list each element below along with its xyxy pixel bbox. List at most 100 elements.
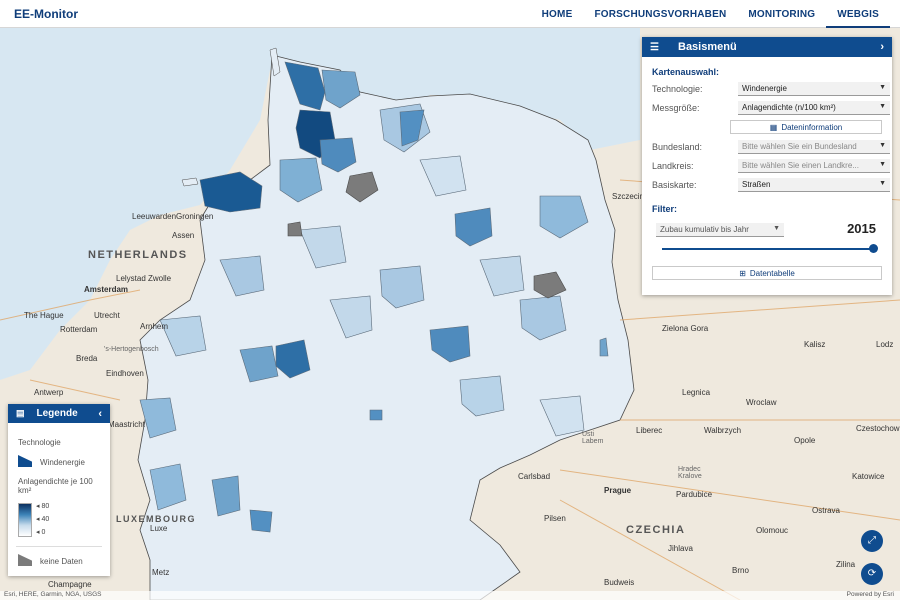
messgroesse-label: Messgröße:: [652, 103, 700, 113]
technologie-label: Technologie:: [652, 84, 703, 94]
label-szczecin: Szczecin: [612, 192, 645, 201]
chevron-right-icon[interactable]: ›: [880, 41, 884, 53]
label-brno: Brno: [732, 566, 749, 575]
legend-panel: ▤ Legende ‹ Technologie Windenergie Anla…: [8, 404, 110, 576]
label-lodz: Lodz: [876, 340, 894, 349]
kartenauswahl-title: Kartenauswahl:: [652, 67, 720, 77]
label-breda: Breda: [76, 354, 98, 363]
sea-area: [0, 28, 640, 380]
label-liberec: Liberec: [636, 426, 663, 435]
reset-view-button[interactable]: ⟳: [861, 563, 883, 585]
label-opole: Opole: [794, 436, 816, 445]
label-pardubice: Pardubice: [676, 490, 713, 499]
basiskarte-select[interactable]: Straßen ▼: [738, 178, 890, 192]
year-slider-track[interactable]: [662, 248, 874, 250]
map-attribution: Esri, HERE, Garmin, NGA, USGS: [4, 591, 102, 598]
legend-tick-0: ◂ 0: [36, 529, 46, 536]
label-ostrava: Ostrava: [812, 506, 841, 515]
fullscreen-button[interactable]: ⤢: [861, 530, 883, 552]
label-luxembourg: LUXEMBOURG: [116, 514, 196, 524]
app-title[interactable]: EE-Monitor: [14, 7, 78, 21]
label-prague: Prague: [604, 486, 632, 495]
chevron-left-icon[interactable]: ‹: [98, 407, 102, 420]
datentabelle-label: Datentabelle: [749, 269, 795, 278]
dropdown-arrow-icon: ▼: [879, 103, 886, 110]
nav-monitoring[interactable]: MONITORING: [748, 9, 816, 20]
label-antwerp: Antwerp: [34, 388, 64, 397]
label-zilina: Zilina: [836, 560, 856, 569]
legend-divider: [16, 546, 102, 547]
dropdown-arrow-icon: ▼: [879, 142, 886, 149]
label-assen: Assen: [172, 231, 195, 240]
legend-measure-label: Anlagendichte je 100 km²: [18, 477, 93, 495]
reset-icon: ⟳: [867, 568, 877, 579]
label-wroclaw: Wroclaw: [746, 398, 777, 407]
label-champagne: Champagne: [48, 580, 92, 589]
legend-icon: ▤: [16, 408, 25, 418]
basiskarte-label: Basiskarte:: [652, 180, 697, 190]
field-technologie: Technologie: Windenergie ▼: [652, 81, 890, 97]
dateninformation-button[interactable]: ▦ Dateninformation: [730, 120, 882, 134]
label-leeuwarden: Leeuwarden: [132, 212, 177, 221]
legend-technologie-value: Windenergie: [40, 458, 85, 467]
label-usti: Usti Labem: [582, 431, 604, 445]
messgroesse-select[interactable]: Anlagendichte (n/100 km²) ▼: [738, 101, 890, 115]
table-icon: ⊞: [739, 269, 746, 278]
tick-80-text: 80: [41, 503, 50, 510]
main-nav: HOME FORSCHUNGSVORHABEN MONITORING WEBGI…: [531, 0, 890, 28]
label-czechia: CZECHIA: [626, 524, 686, 536]
field-basiskarte: Basiskarte: Straßen ▼: [652, 177, 890, 193]
label-the-hague: The Hague: [24, 311, 64, 320]
legend-technologie-label: Technologie: [18, 438, 61, 447]
year-value: 2015: [847, 221, 876, 236]
dropdown-arrow-icon: ▼: [879, 161, 886, 168]
technologie-select[interactable]: Windenergie ▼: [738, 82, 890, 96]
legend-tick-80: ◂ 80: [36, 503, 50, 510]
label-zwolle: Zwolle: [148, 274, 172, 283]
document-icon: ▦: [769, 123, 778, 132]
dropdown-arrow-icon: ▼: [773, 225, 780, 232]
basismenu-header[interactable]: ☰ Basismenü ›: [642, 37, 892, 57]
legend-header[interactable]: ▤ Legende ‹: [8, 404, 110, 423]
filter-mode-value: Zubau kumulativ bis Jahr: [660, 225, 749, 234]
landkreis-label: Landkreis:: [652, 161, 694, 171]
label-walbrzych: Walbrzych: [704, 426, 742, 435]
label-netherlands: NETHERLANDS: [88, 249, 188, 261]
nav-home[interactable]: HOME: [541, 9, 573, 20]
bundesland-select[interactable]: Bitte wählen Sie ein Bundesland ▼: [738, 140, 890, 154]
field-messgroesse: Messgröße: Anlagendichte (n/100 km²) ▼: [652, 100, 890, 116]
basismenu-title: Basismenü: [678, 41, 737, 53]
label-lelystad: Lelystad: [116, 274, 146, 283]
label-utrecht: Utrecht: [94, 311, 120, 320]
bundesland-label: Bundesland:: [652, 142, 703, 152]
nav-webgis[interactable]: WEBGIS: [826, 0, 890, 28]
tick-40-text: 40: [41, 516, 50, 523]
filter-title: Filter:: [652, 204, 678, 214]
datentabelle-button[interactable]: ⊞ Datentabelle: [652, 266, 882, 280]
powered-by[interactable]: Powered by Esri: [846, 591, 894, 598]
technologie-value: Windenergie: [742, 84, 787, 93]
label-olomouc: Olomouc: [756, 526, 789, 535]
filter-mode-select[interactable]: Zubau kumulativ bis Jahr ▼: [656, 223, 784, 237]
nodata-swatch: [18, 554, 32, 566]
windenergie-swatch: [18, 455, 32, 467]
top-navigation-bar: EE-Monitor HOME FORSCHUNGSVORHABEN MONIT…: [0, 0, 900, 28]
label-luxe: Luxe: [150, 524, 168, 533]
label-rotterdam: Rotterdam: [60, 325, 98, 334]
landkreis-select[interactable]: Bitte wählen Sie einen Landkre... ▼: [738, 159, 890, 173]
district-patches: [139, 61, 609, 533]
year-slider-thumb[interactable]: [869, 244, 878, 253]
label-pilsen: Pilsen: [544, 514, 566, 523]
label-carlsbad: Carlsbad: [518, 472, 551, 481]
legend-tick-40: ◂ 40: [36, 516, 50, 523]
dropdown-arrow-icon: ▼: [879, 180, 886, 187]
nav-forschungsvorhaben[interactable]: FORSCHUNGSVORHABEN: [594, 9, 727, 20]
label-eindhoven: Eindhoven: [106, 369, 144, 378]
label-legnica: Legnica: [682, 388, 711, 397]
expand-icon: ⤢: [868, 535, 876, 546]
label-maastricht: Maastricht: [108, 420, 145, 429]
landkreis-value: Bitte wählen Sie einen Landkre...: [742, 161, 859, 170]
label-amsterdam: Amsterdam: [84, 285, 129, 294]
label-metz: Metz: [152, 568, 170, 577]
islands: [181, 47, 281, 187]
